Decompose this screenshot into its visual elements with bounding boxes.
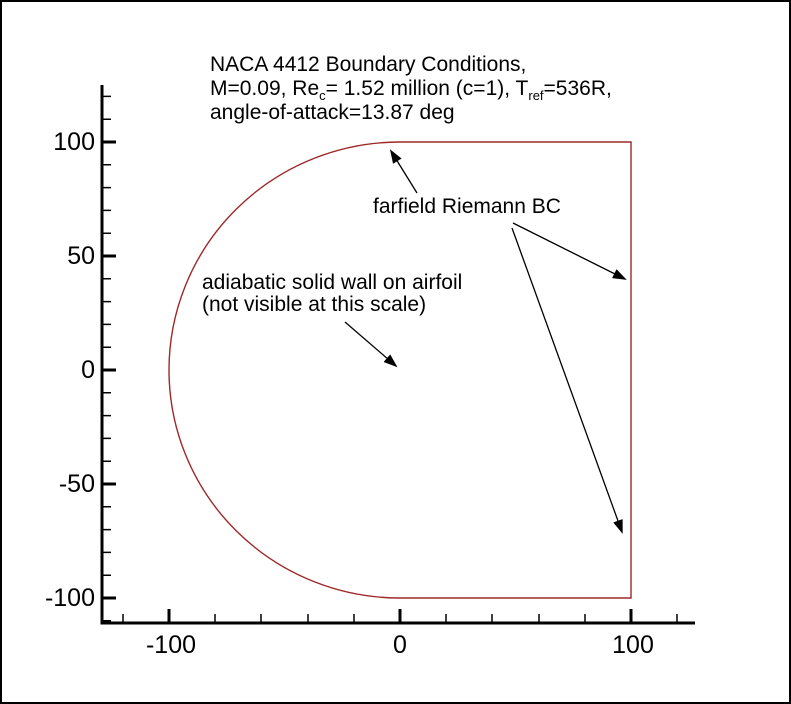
- x-axis-minor-ticks: [122, 614, 678, 623]
- y-tick-label-50: 50: [67, 242, 95, 270]
- farfield-arrow-to-top-boundary: [389, 149, 418, 194]
- adiabatic-wall-label-line1: adiabatic solid wall on airfoil: [202, 271, 462, 294]
- x-tick-label-100: 100: [612, 631, 654, 659]
- y-axis-minor-ticks: [102, 95, 111, 622]
- y-tick-label-neg50: -50: [59, 470, 95, 498]
- title-line2-subscript-c: c: [319, 88, 326, 103]
- title-line2-pre: M=0.09, Re: [210, 77, 319, 100]
- x-tick-label-0: 0: [393, 631, 407, 659]
- farfield-arrow-to-lower-right-boundary: [511, 227, 623, 534]
- y-tick-label-0: 0: [81, 356, 95, 384]
- y-tick-label-neg100: -100: [45, 584, 95, 612]
- farfield-riemann-bc-label: farfield Riemann BC: [373, 195, 561, 218]
- farfield-arrow-to-right-boundary: [512, 222, 627, 280]
- title-line2-subscript-ref: ref: [528, 88, 544, 103]
- plot-title-line2: M=0.09, Rec= 1.52 million (c=1), Tref=53…: [210, 77, 612, 103]
- adiabatic-wall-label-line2: (not visible at this scale): [202, 293, 426, 316]
- x-tick-label-neg100: -100: [146, 631, 196, 659]
- axis-lines: [100, 85, 695, 625]
- x-axis-major-ticks: [167, 609, 633, 623]
- plot-title-line1: NACA 4412 Boundary Conditions,: [210, 53, 526, 76]
- wall-arrow-to-airfoil-origin: [344, 321, 398, 368]
- plot-title-line3: angle-of-attack=13.87 deg: [210, 101, 455, 124]
- title-line2-mid: = 1.52 million (c=1), T: [326, 77, 529, 100]
- y-tick-label-100: 100: [53, 128, 95, 156]
- farfield-boundary-outline: [168, 141, 632, 599]
- title-line2-post: =536R,: [544, 77, 612, 100]
- y-axis-major-ticks: [102, 140, 116, 600]
